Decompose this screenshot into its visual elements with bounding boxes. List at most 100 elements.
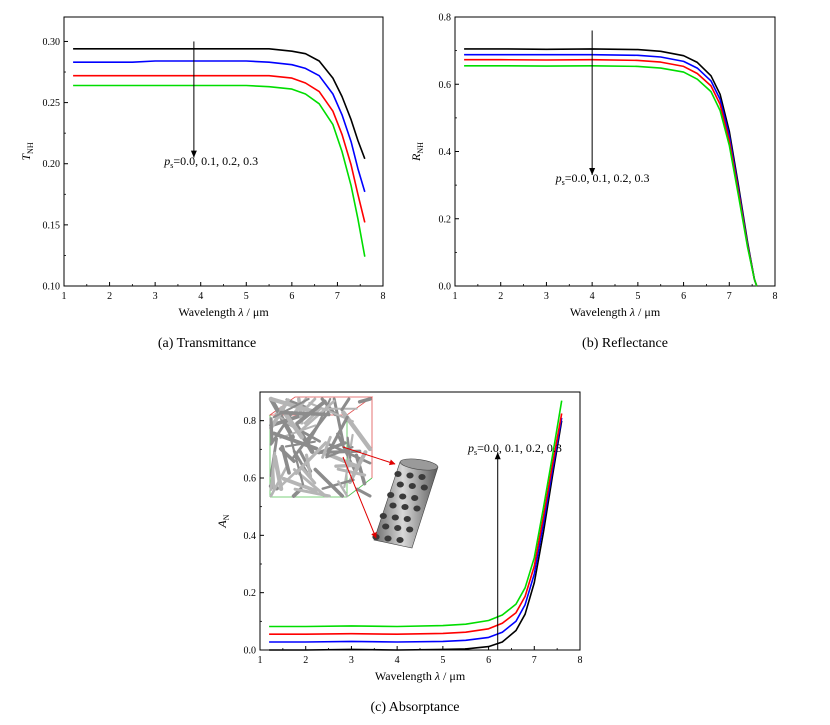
fiber-strand <box>272 454 284 492</box>
y-axis-label: RNH <box>409 142 425 162</box>
x-tick-label: 7 <box>727 291 732 302</box>
pore-hole <box>406 526 414 533</box>
fiber-strand <box>279 410 331 417</box>
fiber-strand <box>281 476 318 493</box>
x-tick-label: 3 <box>544 291 549 302</box>
x-tick-label: 1 <box>62 291 67 302</box>
series-line-0-0 <box>73 48 366 160</box>
pore-hole <box>401 504 409 510</box>
fiber-strand <box>285 398 308 409</box>
x-tick-label: 1 <box>258 655 263 666</box>
fiber-strand <box>304 453 313 478</box>
fiber-strand <box>278 446 296 464</box>
x-tick-label: 3 <box>153 291 158 302</box>
fiber-strand <box>272 397 310 419</box>
x-axis-label: Wavelength λ / μm <box>570 305 661 319</box>
fiber-strand <box>354 453 367 486</box>
series-line-0-3 <box>269 400 563 628</box>
pointer-arrow <box>342 446 396 466</box>
annotation-label: ps=0.0, 0.1, 0.2, 0.3 <box>555 171 650 187</box>
pore-hole <box>394 525 402 531</box>
fiber-strand <box>292 410 330 459</box>
series-line-0-0 <box>269 420 563 651</box>
annotation-arrowhead <box>494 452 501 460</box>
fiber-strand <box>269 413 305 428</box>
series-line-0-3 <box>464 65 758 287</box>
pore-hole <box>408 483 416 489</box>
pore-hole <box>382 523 390 530</box>
pore-hole <box>418 474 426 480</box>
y-tick-label: 0.20 <box>43 159 61 170</box>
x-axis-label: Wavelength λ / μm <box>375 669 466 683</box>
pore-hole <box>384 535 392 542</box>
fiber-strand <box>336 467 367 477</box>
caption-a: (a) Transmittance <box>158 336 256 351</box>
y-tick-label: 0.0 <box>439 282 452 293</box>
fiber-network-icon <box>268 396 374 498</box>
y-axis-label: TNH <box>19 142 35 160</box>
series-line-0-2 <box>269 413 563 635</box>
y-tick-label: 0.0 <box>244 646 257 657</box>
x-tick-label: 5 <box>635 291 640 302</box>
fiber-strand <box>321 435 332 459</box>
x-tick-label: 8 <box>578 655 583 666</box>
plot-frame <box>454 16 776 287</box>
y-tick-label: 0.30 <box>43 37 61 48</box>
fiber-strand <box>302 397 317 413</box>
pore-hole <box>413 505 421 512</box>
fiber-strand <box>271 431 319 451</box>
annotation-arrowhead <box>589 168 596 176</box>
perforated-cylinder-icon <box>372 458 439 549</box>
pore-hole <box>396 537 404 543</box>
x-tick-label: 8 <box>773 291 778 302</box>
fiber-strand <box>303 407 321 425</box>
fiber-strand <box>340 397 351 412</box>
y-tick-label: 0.4 <box>439 147 452 158</box>
pore-hole <box>411 495 419 501</box>
caption-c: (c) Absorptance <box>370 700 459 715</box>
series-line-0-1 <box>73 60 366 193</box>
pore-hole <box>387 492 395 498</box>
x-tick-label: 1 <box>453 291 458 302</box>
fiber-strand <box>343 433 354 488</box>
x-tick-label: 6 <box>681 291 686 302</box>
y-tick-label: 0.8 <box>439 13 452 24</box>
x-tick-label: 3 <box>349 655 354 666</box>
pore-hole <box>389 502 397 509</box>
x-tick-label: 5 <box>244 291 249 302</box>
x-tick-label: 7 <box>335 291 340 302</box>
caption-b: (b) Reflectance <box>582 336 668 351</box>
fiber-strand <box>334 463 361 468</box>
series-line-0-2 <box>73 74 366 223</box>
pointer-arrow <box>342 456 377 539</box>
x-tick-label: 2 <box>303 655 308 666</box>
panel-b-reflectance: 1 2 3 4 5 6 7 8 0.0 0.2 0.4 0.6 0.8 Wavelength λ / μm… <box>409 13 778 320</box>
x-tick-label: 4 <box>198 291 203 302</box>
fiber-strand <box>294 441 328 475</box>
x-tick-label: 7 <box>532 655 537 666</box>
y-tick-label: 0.8 <box>244 416 257 427</box>
series-line-0-3 <box>73 84 366 257</box>
y-tick-label: 0.6 <box>244 474 257 485</box>
annotation-label: ps=0.0, 0.1, 0.2, 0.3 <box>467 441 562 457</box>
x-tick-label: 8 <box>381 291 386 302</box>
pore-hole <box>403 516 411 522</box>
pore-hole <box>406 472 414 479</box>
fiber-strand <box>293 487 331 498</box>
fiber-strand <box>337 480 349 498</box>
fiber-strand <box>269 451 277 491</box>
x-tick-label: 4 <box>590 291 595 302</box>
x-tick-label: 6 <box>289 291 294 302</box>
pore-hole <box>399 493 407 500</box>
fiber-strand <box>325 415 349 458</box>
y-tick-label: 0.4 <box>244 531 257 542</box>
pore-hole <box>379 513 387 519</box>
fiber-strand <box>355 487 372 498</box>
x-tick-label: 6 <box>486 655 491 666</box>
pore-hole <box>420 484 428 491</box>
annotation-label: ps=0.0, 0.1, 0.2, 0.3 <box>163 154 258 170</box>
fiber-strand <box>269 417 274 444</box>
y-tick-label: 0.6 <box>439 80 452 91</box>
pore-hole <box>391 514 399 521</box>
x-tick-label: 4 <box>395 655 400 666</box>
